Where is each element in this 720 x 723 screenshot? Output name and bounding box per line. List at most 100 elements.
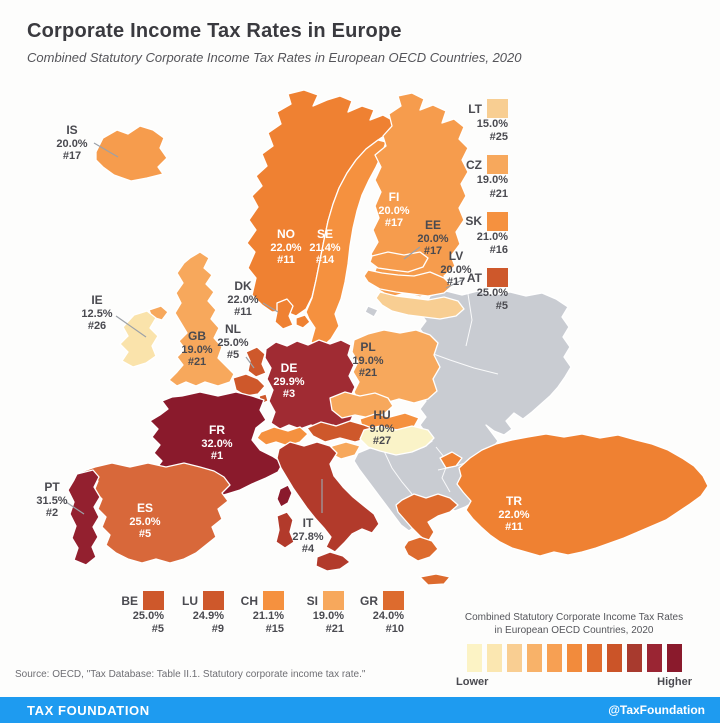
map-label-ie: IE 12.5% #26 — [81, 293, 113, 333]
map-country-sardinia — [275, 511, 295, 549]
country-rank: #17 — [423, 245, 443, 258]
country-rate: 19.0% — [476, 174, 508, 187]
map-region-non-oecd-east — [353, 290, 572, 532]
country-rank: #14 — [315, 254, 335, 267]
country-rank: #11 — [505, 521, 523, 534]
map-country-greece-crete — [419, 573, 451, 586]
country-rate: 25.0% — [476, 287, 508, 300]
map-label-pt: PT 31.5% #2 — [36, 480, 67, 520]
page-subtitle: Combined Statutory Corporate Income Tax … — [27, 50, 522, 65]
legend-entry-gr: GR 24.0% #10 — [358, 591, 404, 636]
country-rate: 24.0% — [372, 610, 404, 622]
country-rate: 19.0% — [181, 343, 213, 356]
country-rank: #16 — [489, 243, 508, 256]
country-rate: 20.0% — [56, 137, 88, 150]
country-code: CH — [240, 593, 258, 608]
footer-bar: TAX FOUNDATION @TaxFoundation — [0, 697, 720, 723]
map-internal-border — [427, 351, 499, 375]
country-rate: 32.0% — [201, 437, 233, 450]
color-swatch — [203, 591, 224, 610]
country-code: BE — [121, 593, 138, 608]
map-label-pl: PL 19.0% #21 — [352, 340, 384, 380]
leader-line-denmark — [262, 302, 279, 313]
map-label-it: IT 27.8% #4 — [292, 516, 323, 556]
country-rate: 19.0% — [352, 354, 384, 367]
scale-swatch-8 — [626, 644, 642, 672]
map-country-iceland — [95, 125, 168, 182]
scale-legend-title-line2: in European OECD Countries, 2020 — [494, 625, 654, 636]
map-country-latvia — [363, 269, 453, 297]
country-rate: 12.5% — [81, 307, 113, 320]
map-country-czechia — [329, 391, 394, 419]
country-rate: 21.4% — [309, 241, 341, 254]
scale-swatch-10 — [666, 644, 682, 672]
color-swatch — [263, 591, 284, 610]
country-rate: 22.0% — [270, 241, 302, 254]
map-internal-border — [465, 293, 473, 347]
map-country-turkey-thrace — [439, 451, 463, 469]
source-note: Source: OECD, "Tax Database: Table II.1.… — [15, 669, 366, 680]
country-code: FR — [208, 423, 225, 437]
color-scale-legend: Combined Statutory Corporate Income Tax … — [448, 611, 700, 688]
country-rate: 21.1% — [252, 610, 284, 622]
legend-entry-lu: LU 24.9% #9 — [178, 591, 224, 636]
map-label-hu: HU 9.0% #27 — [369, 408, 394, 448]
country-code: AT — [466, 270, 482, 285]
country-rank: #26 — [87, 320, 107, 333]
map-label-fi: FI 20.0% #17 — [378, 190, 410, 230]
country-code: GB — [187, 329, 206, 343]
country-rank: #17 — [384, 217, 404, 230]
country-code: DE — [280, 361, 298, 375]
country-rate: 24.9% — [192, 610, 224, 622]
country-rank: #9 — [211, 623, 224, 636]
bottom-country-legend: BE 25.0% #5 LU 24.9% #9 CH 21.1% #15 SI … — [118, 591, 404, 647]
leader-line-portugal — [65, 501, 85, 515]
scale-swatch-0 — [466, 644, 482, 672]
country-rank: #5 — [151, 623, 164, 636]
scale-swatch-5 — [566, 644, 582, 672]
scale-swatch-6 — [586, 644, 602, 672]
map-country-poland — [351, 329, 441, 404]
legend-entry-sk: SK 21.0% #16 — [462, 211, 508, 257]
map-country-corsica — [276, 484, 293, 508]
country-code: HU — [373, 408, 391, 422]
map-label-se: SE 21.4% #14 — [309, 227, 341, 267]
country-code: NO — [276, 227, 295, 241]
country-rate: 15.0% — [476, 118, 508, 130]
country-rate: 29.9% — [273, 375, 305, 388]
leader-line-iceland — [93, 142, 119, 158]
country-rate: 20.0% — [378, 204, 410, 217]
map-internal-border — [383, 450, 413, 495]
map-country-spain — [77, 462, 231, 564]
country-rate: 22.0% — [227, 293, 259, 306]
legend-entry-cz: CZ 19.0% #21 — [462, 155, 508, 200]
map-label-is: IS 20.0% #17 — [56, 123, 88, 163]
map-country-portugal — [67, 469, 101, 566]
country-rate: 20.0% — [417, 232, 449, 245]
scale-gradient-swatches — [448, 644, 700, 672]
country-rank: #10 — [385, 623, 404, 636]
page-title: Corporate Income Tax Rates in Europe — [27, 20, 402, 42]
country-code: LV — [448, 249, 464, 263]
country-code: PL — [360, 340, 376, 354]
map-label-gb: GB 19.0% #21 — [181, 329, 213, 369]
country-code: GR — [360, 593, 378, 608]
country-code: PT — [44, 480, 60, 494]
color-swatch — [487, 268, 508, 288]
map-country-lithuania — [375, 291, 465, 320]
scale-swatch-3 — [526, 644, 542, 672]
footer-twitter-handle[interactable]: @TaxFoundation — [608, 703, 705, 717]
leader-line-estonia — [403, 246, 421, 260]
country-code: EE — [424, 218, 442, 232]
country-code: LT — [468, 101, 482, 116]
scale-swatch-4 — [546, 644, 562, 672]
map-country-belgium — [232, 373, 266, 397]
map-region-kaliningrad — [364, 305, 379, 318]
country-rank: #17 — [62, 150, 82, 163]
country-code: FI — [388, 190, 400, 204]
country-rank: #21 — [358, 367, 378, 380]
map-country-switzerland — [256, 426, 309, 447]
map-country-ireland — [119, 310, 159, 368]
map-country-denmark — [274, 298, 294, 330]
